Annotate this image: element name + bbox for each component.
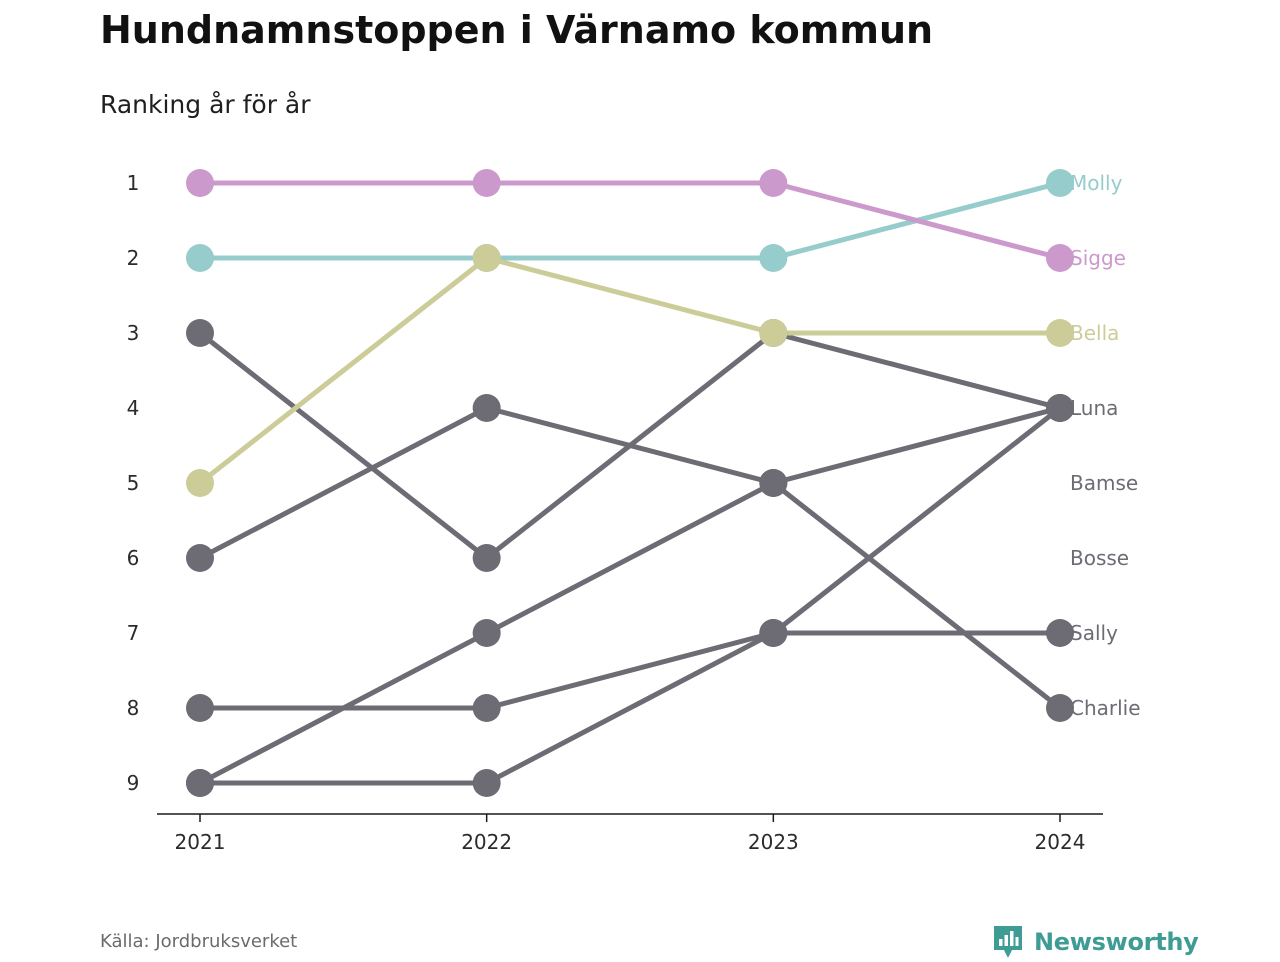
point-bella-2022 <box>472 244 501 272</box>
y-tick-label: 4 <box>127 396 140 420</box>
point-bosse-2022 <box>472 544 501 572</box>
series-line-charlie <box>197 405 1063 786</box>
x-tick-label: 2022 <box>461 830 512 854</box>
y-tick-label: 1 <box>127 171 140 195</box>
point-sigge-2021 <box>186 169 214 197</box>
newsworthy-logo-icon <box>994 926 1022 958</box>
series-line-bosse <box>197 330 1063 561</box>
end-label-molly: Molly <box>1070 171 1123 195</box>
end-label-bosse: Bosse <box>1070 546 1129 570</box>
series-line-sigge <box>197 180 1063 261</box>
series-line-luna <box>197 405 1063 786</box>
chart-title: Hundnamnstoppen i Värnamo kommun <box>100 8 934 52</box>
point-molly-2021 <box>186 244 214 272</box>
point-sally-2022 <box>472 694 501 722</box>
point-molly-2023 <box>759 244 788 272</box>
y-tick-label: 3 <box>127 321 140 345</box>
source-note: Källa: Jordbruksverket <box>100 931 298 952</box>
y-tick-label: 8 <box>127 696 140 720</box>
point-sally-2021 <box>186 694 214 722</box>
x-tick-label: 2024 <box>1035 830 1086 854</box>
end-label-luna: Luna <box>1070 396 1118 420</box>
y-tick-label: 2 <box>127 246 140 270</box>
series-line-bella <box>197 255 1063 486</box>
y-tick-label: 6 <box>127 546 140 570</box>
series-line-molly <box>197 180 1063 261</box>
x-tick-label: 2023 <box>748 830 799 854</box>
point-charlie-2022 <box>472 769 501 797</box>
series-line-sally <box>197 630 1063 711</box>
point-charlie-2023 <box>759 619 788 647</box>
series-lines <box>197 180 1063 786</box>
point-bella-2023 <box>759 319 788 347</box>
y-axis-ticks: 1 2 3 4 5 6 7 8 9 <box>127 171 140 795</box>
point-sigge-2024 <box>1046 244 1074 272</box>
point-luna-2022 <box>472 619 501 647</box>
point-bamse-2022 <box>472 394 501 422</box>
y-tick-label: 5 <box>127 471 140 495</box>
y-tick-label: 7 <box>127 621 140 645</box>
chart-subtitle: Ranking år för år <box>100 90 311 119</box>
y-tick-label: 9 <box>127 771 140 795</box>
point-charlie-2024 <box>1046 394 1074 422</box>
point-molly-2024 <box>1046 169 1074 197</box>
point-sigge-2022 <box>472 169 501 197</box>
point-bamse-2023 <box>759 469 788 497</box>
x-tick-label: 2021 <box>175 830 226 854</box>
brand-name: Newsworthy <box>1034 928 1199 956</box>
x-axis-ticks: 2021 2022 2023 2024 <box>175 814 1086 854</box>
end-label-sally: Sally <box>1070 621 1118 645</box>
point-charlie-2021 <box>186 769 214 797</box>
end-label-charlie: Charlie <box>1070 696 1141 720</box>
end-label-sigge: Sigge <box>1070 246 1126 270</box>
end-label-bamse: Bamse <box>1070 471 1138 495</box>
point-bamse-2021 <box>186 544 214 572</box>
point-bella-2024 <box>1046 319 1074 347</box>
brand-logo: Newsworthy <box>992 922 1199 962</box>
point-bamse-2024 <box>1046 694 1074 722</box>
end-label-bella: Bella <box>1070 321 1119 345</box>
point-bella-2021 <box>186 469 214 497</box>
point-sally-2024 <box>1046 619 1074 647</box>
point-sigge-2023 <box>759 169 788 197</box>
point-bosse-2021 <box>186 319 214 347</box>
series-points <box>186 169 1074 797</box>
series-end-labels: Molly Sigge Bella Luna Bamse Bosse Sally Charli… <box>1070 171 1141 720</box>
